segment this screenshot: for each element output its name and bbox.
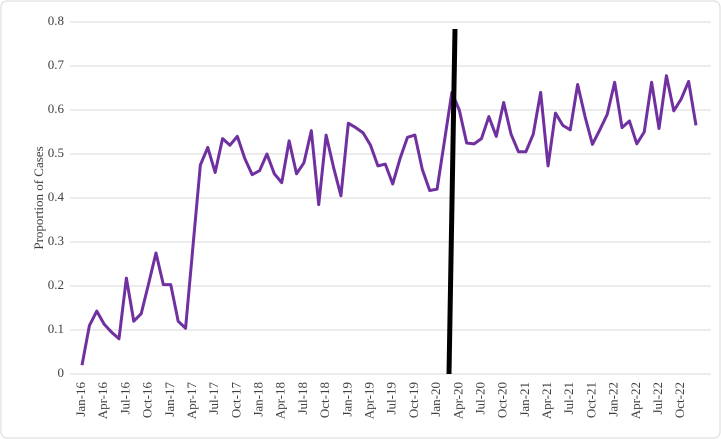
data-line [80,74,698,366]
x-tick-label: Jan-19 [339,382,354,417]
x-tick-label: Apr-16 [95,382,110,420]
x-tick-label: Jul-20 [472,382,487,415]
x-tick-label: Oct-22 [672,382,687,418]
x-tick-label: Apr-20 [450,382,465,419]
x-tick-label: Apr-19 [361,382,376,419]
y-tick-label: 0.3 [48,233,64,248]
annotation-line [446,28,458,375]
y-tick-label: 0.8 [48,13,64,28]
x-tick-label: Jul-19 [384,382,399,415]
x-tick-label: Jan-17 [162,382,177,417]
x-tick-label: Apr-18 [273,382,288,419]
x-tick-label: Oct-18 [317,382,332,418]
x-tick-label: Oct-19 [406,382,421,418]
y-tick-label: 0.4 [48,189,65,204]
y-axis-label: Proportion of Cases [31,146,46,249]
x-tick-label: Oct-21 [583,382,598,418]
y-tick-label: 0.1 [48,321,64,336]
x-tick-label: Jul-17 [206,382,221,415]
x-tick-label: Jan-21 [517,382,532,417]
x-tick-label: Jan-16 [73,382,88,417]
x-tick-label: Oct-16 [140,382,155,419]
x-tick-label: Jul-21 [561,382,576,415]
x-tick-label: Apr-17 [184,382,199,420]
x-tick-label: Apr-21 [539,382,554,419]
y-tick-label: 0 [58,365,65,380]
x-tick-label: Oct-20 [495,382,510,418]
x-tick-label: Apr-22 [628,382,643,419]
x-tick-label: Jan-20 [428,382,443,417]
x-tick-label: Jul-22 [650,382,665,415]
x-tick-label: Jul-16 [117,382,132,415]
y-tick-label: 0.6 [48,101,65,116]
x-tick-label: Jan-18 [251,382,266,417]
y-tick-label: 0.2 [48,277,64,292]
y-tick-label: 0.5 [48,145,64,160]
x-tick-label: Oct-17 [228,382,243,419]
x-tick-label: Jan-22 [606,382,621,417]
y-tick-label: 0.7 [48,57,65,72]
x-tick-label: Jul-18 [295,382,310,415]
